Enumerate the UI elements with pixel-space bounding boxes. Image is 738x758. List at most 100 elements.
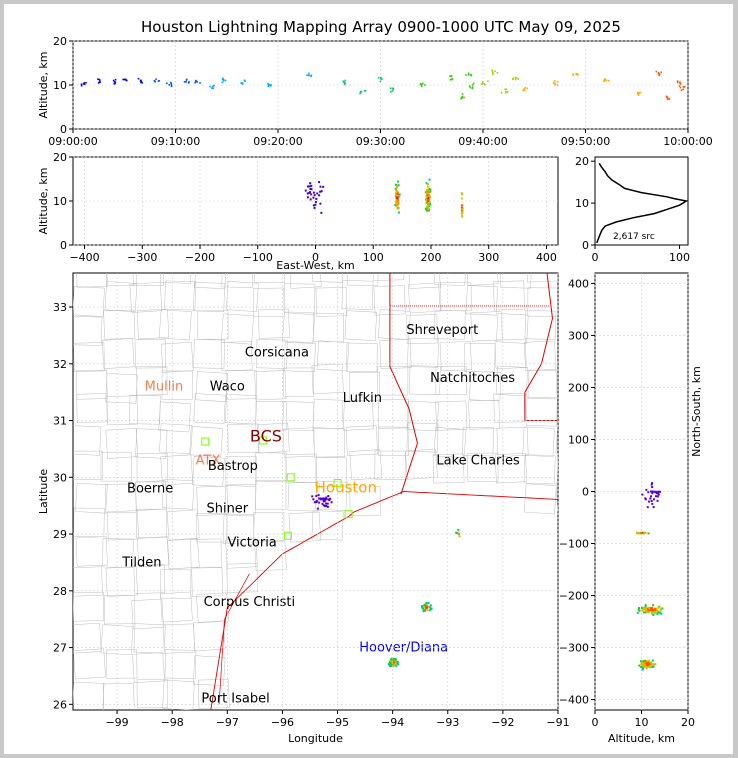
alt-ew-point <box>461 193 464 196</box>
plan-view-point <box>390 664 393 667</box>
alt-time-point <box>344 82 346 84</box>
county-boundary <box>253 287 285 318</box>
alt-ew-point <box>394 183 397 186</box>
map-label-houston: Houston <box>315 479 377 497</box>
alt-time-point <box>658 74 661 77</box>
county-boundary <box>192 456 225 487</box>
alt-time-point <box>657 72 660 74</box>
alt-time-point <box>470 74 473 77</box>
ns-alt-ylabel: North-South, km <box>690 366 703 457</box>
alt-ew-point <box>306 185 309 188</box>
county-boundary <box>136 308 170 340</box>
map-label-hoover-diana: Hoover/Diana <box>359 641 448 656</box>
county-boundary <box>377 426 410 456</box>
alt-time-point <box>267 85 270 88</box>
county-boundary <box>283 283 316 313</box>
alt-ew-point <box>309 182 312 185</box>
ns-alt-point <box>639 532 642 535</box>
county-boundary <box>255 480 287 510</box>
county-boundary <box>190 426 223 458</box>
plan-view-point <box>426 604 429 607</box>
alt-time-xtick-label: 09:30:00 <box>356 135 405 148</box>
plan-view-point <box>394 660 397 663</box>
county-boundary <box>160 342 194 373</box>
county-boundary <box>164 280 197 311</box>
alt-time-point <box>83 83 86 86</box>
ns-alt-point <box>661 607 664 610</box>
alt-time-point <box>603 78 606 80</box>
alt-ew-point <box>427 202 430 205</box>
figure-frame: Houston Lightning Mapping Array 0900-100… <box>4 4 733 754</box>
ns-alt-point <box>646 665 649 668</box>
plan-view-xtick-label: −91 <box>546 716 569 729</box>
county-boundary <box>346 342 378 373</box>
alt-ew-xtick-label: 400 <box>536 251 557 264</box>
plan-view-point <box>388 665 391 668</box>
plan-view-xtick-label: −94 <box>381 716 404 729</box>
alt-ew-point <box>428 188 431 191</box>
alt-time-point <box>639 91 642 94</box>
plan-view-xtick-label: −95 <box>326 716 349 729</box>
ns-alt-point <box>651 492 654 495</box>
ns-alt-point <box>636 611 639 614</box>
alt-time-xtick-label: 09:50:00 <box>561 135 610 148</box>
alt-ew-ytick-label: 10 <box>53 195 67 208</box>
county-boundary <box>166 538 200 570</box>
alt-time-point <box>343 83 346 86</box>
ns-alt-point <box>644 659 647 662</box>
alt-ew-point <box>461 212 464 215</box>
alt-time-point <box>83 82 85 84</box>
alt-ew-point <box>320 190 323 193</box>
plan-view-point <box>311 495 314 498</box>
county-boundary <box>435 366 467 396</box>
ns-alt-point <box>651 482 654 485</box>
county-boundary <box>102 682 135 710</box>
alt-time-point <box>308 74 311 77</box>
plan-view-point <box>316 507 319 510</box>
alt-time-point <box>666 98 669 100</box>
alt-time-point <box>576 74 579 76</box>
ns-alt-point <box>643 611 646 614</box>
alt-time-point <box>222 77 224 80</box>
county-boundary <box>288 273 322 289</box>
county-boundary <box>73 622 102 654</box>
plan-view-point <box>394 658 397 661</box>
plan-view-point <box>455 531 458 534</box>
alt-time-point <box>471 86 474 88</box>
county-boundary <box>135 428 168 459</box>
alt-time-point <box>494 70 496 73</box>
alt-ew-point <box>310 184 313 187</box>
alt-ew-point <box>310 188 313 191</box>
alt-ew-xtick-label: 0 <box>312 251 319 264</box>
ns-alt-point <box>644 531 647 534</box>
ns-alt-point <box>646 662 649 665</box>
plan-view-point <box>321 502 324 505</box>
plan-view-point <box>457 528 460 531</box>
county-boundary <box>555 424 558 456</box>
alt-time-point <box>523 89 526 92</box>
alt-time-point <box>359 92 361 95</box>
plan-view-point <box>422 607 425 610</box>
ns-alt-point <box>659 609 662 612</box>
alt-time-point <box>483 82 486 85</box>
alt-time-point <box>224 79 227 82</box>
plan-view-point <box>327 498 330 501</box>
alt-time-point <box>170 84 173 87</box>
alt-time-point <box>221 78 224 81</box>
ns-alt-ytick-label: 0 <box>582 486 589 499</box>
alt-ew-point <box>461 204 464 207</box>
alt-time-point <box>113 80 116 83</box>
alt-time-point <box>668 98 671 100</box>
ns-alt-point <box>650 663 653 666</box>
county-boundary <box>311 510 344 541</box>
alt-time-point <box>267 84 270 86</box>
county-boundary <box>372 273 404 281</box>
ns-alt-point <box>659 490 662 493</box>
county-boundary <box>349 371 381 401</box>
alt-time-point <box>97 82 100 84</box>
ns-alt-point <box>643 531 646 534</box>
plan-view-xtick-label: −99 <box>105 716 128 729</box>
county-boundary <box>136 366 168 396</box>
county-boundary <box>106 510 139 541</box>
alt-time-point <box>154 80 156 83</box>
